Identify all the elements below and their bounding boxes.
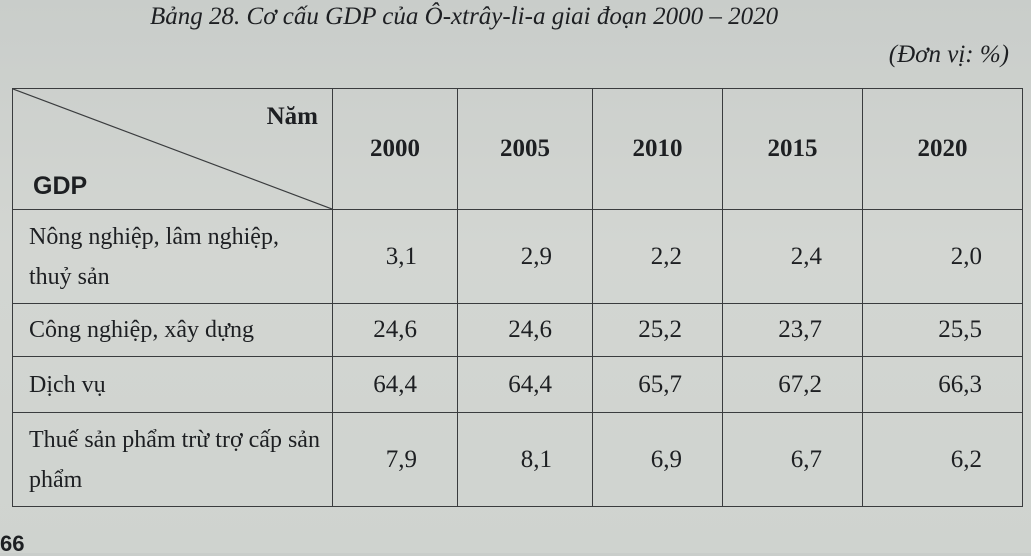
table-row: Dịch vụ 64,4 64,4 65,7 67,2 66,3 (12, 356, 1023, 413)
table-cell: 24,6 (457, 303, 593, 357)
page-number: 66 (0, 531, 25, 556)
year-header: 2015 (722, 88, 863, 210)
year-header: 2010 (592, 88, 723, 210)
table-cell: 66,3 (862, 356, 1023, 413)
table-cell: 6,7 (722, 412, 863, 507)
diagonal-divider (13, 89, 332, 209)
table-cell: 3,1 (332, 209, 458, 304)
table-cell: 6,9 (592, 412, 723, 507)
unit-label: (Đơn vị: %) (888, 41, 1009, 68)
table-cell: 25,2 (592, 303, 723, 357)
table-cell: 25,5 (862, 303, 1023, 357)
table-cell: 64,4 (457, 356, 593, 413)
table-cell: 2,2 (592, 209, 723, 304)
table-cell: 2,9 (457, 209, 593, 304)
year-header: 2005 (457, 88, 593, 210)
row-label: Thuế sản phẩm trừ trợ cấp sản phẩm (12, 412, 333, 507)
row-label: Nông nghiệp, lâm nghiệp, thuỷ sản (12, 209, 333, 304)
gdp-structure-table: Năm GDP 2000 2005 2010 2015 2020 Nông ng… (12, 88, 1023, 507)
table-cell: 24,6 (332, 303, 458, 357)
table-caption: Bảng 28. Cơ cấu GDP của Ô-xtrây-li-a gia… (150, 3, 779, 30)
row-label: Dịch vụ (12, 356, 333, 413)
row-label: Công nghiệp, xây dựng (12, 303, 333, 357)
year-header: 2020 (862, 88, 1023, 210)
gdp-axis-label: GDP (33, 172, 88, 200)
year-header: 2000 (332, 88, 458, 210)
table-cell: 23,7 (722, 303, 863, 357)
table-cell: 6,2 (862, 412, 1023, 507)
table-cell: 65,7 (592, 356, 723, 413)
table-cell: 8,1 (457, 412, 593, 507)
table-row: Nông nghiệp, lâm nghiệp, thuỷ sản 3,1 2,… (12, 209, 1023, 304)
table-corner-cell: Năm GDP (12, 88, 333, 210)
table-cell: 2,4 (722, 209, 863, 304)
table-cell: 2,0 (862, 209, 1023, 304)
year-axis-label: Năm (266, 103, 318, 130)
table-cell: 64,4 (332, 356, 458, 413)
table-row: Thuế sản phẩm trừ trợ cấp sản phẩm 7,9 8… (12, 412, 1023, 507)
table-cell: 67,2 (722, 356, 863, 413)
table-header-row: Năm GDP 2000 2005 2010 2015 2020 (12, 88, 1023, 210)
table-row: Công nghiệp, xây dựng 24,6 24,6 25,2 23,… (12, 303, 1023, 357)
table-cell: 7,9 (332, 412, 458, 507)
